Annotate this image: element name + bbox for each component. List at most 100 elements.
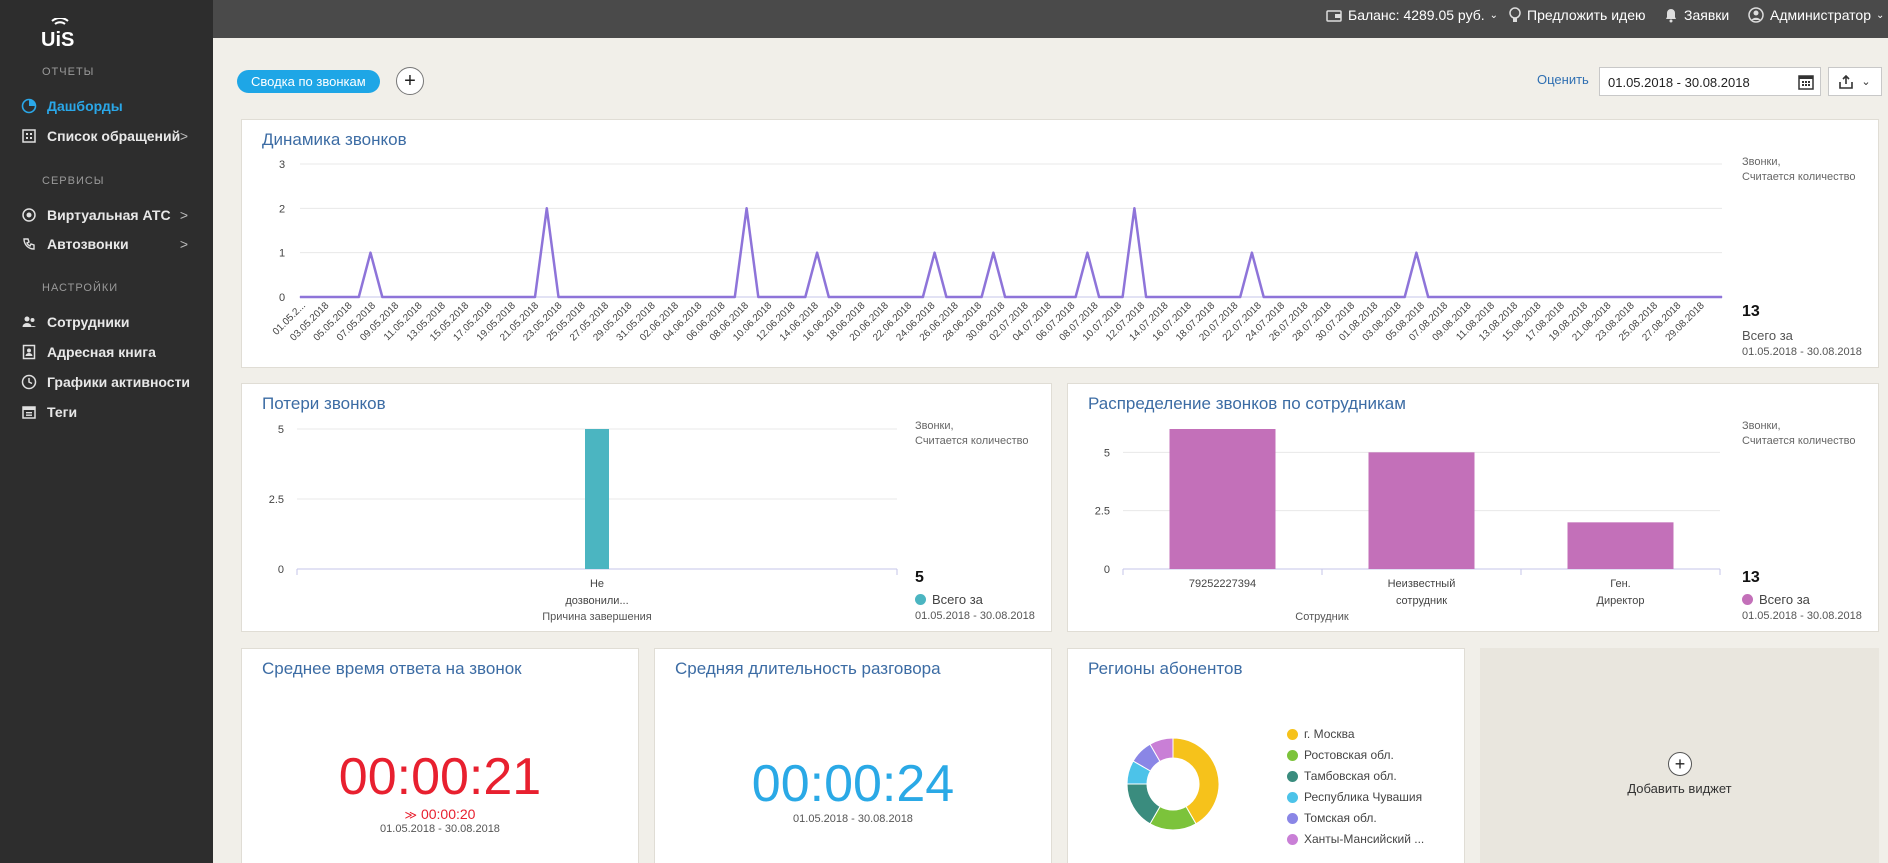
topbar: Баланс: 4289.05 руб. ⌄ Предложить идею З… [213,0,1888,38]
data-point [1251,252,1253,254]
widget-call-losses: Потери звонков 5 2.5 0 Не дозвонили... Причин… [241,383,1052,632]
y-tick-label: 1 [279,248,285,260]
widget-title: Потери звонков [262,394,386,413]
chevron-down-icon: ⌄ [1861,76,1871,88]
metric-note: Звонки, Считается количество [1742,155,1856,185]
data-point [804,296,806,298]
bar [1567,522,1674,569]
total-label: Всего за [1742,328,1793,343]
data-point [981,296,983,298]
data-point [922,296,924,298]
chevron-right-icon: > [179,207,188,223]
legend-dot [1287,833,1298,845]
sidebar-item[interactable]: Теги [20,400,200,424]
pie-slice [1149,737,1174,763]
pie-slice [1172,737,1220,825]
period-label: 01.05.2018 - 30.08.2018 [1742,610,1862,622]
date-range-input[interactable]: 01.05.2018 - 30.08.2018 [1599,67,1821,96]
total-legend: Всего за [1742,592,1810,607]
sidebar-item-label: Адресная книга [47,344,156,360]
legend-item: Ханты-Мансийский ... [1287,832,1424,846]
data-point [1404,296,1406,298]
sidebar: UiS ОТЧЕТЫ Дашборды Список обращений > СЕРВИ… [0,0,213,863]
autocall-icon [20,235,38,253]
data-point [299,296,301,298]
data-point [1721,296,1723,298]
requests-link[interactable]: Заявки [1664,0,1729,30]
period-label: 01.05.2018 - 30.08.2018 [915,610,1035,622]
legend-label: Томская обл. [1304,811,1377,825]
x-tick-label: 79252227394 [1189,578,1256,590]
data-point [534,296,536,298]
export-icon [1839,74,1854,89]
add-widget-button[interactable]: + Добавить виджет [1480,648,1879,863]
data-point [1239,296,1241,298]
trend-down-icon: ≫ [404,808,418,822]
y-tick-label: 0 [278,564,284,576]
sidebar-item[interactable]: Адресная книга [20,340,200,364]
metric-note-line2: Считается количество [1742,171,1856,183]
avg-answer-value: 00:00:21 [338,748,542,806]
data-point [1004,296,1006,298]
legend-label: Ханты-Мансийский ... [1304,832,1425,846]
y-tick-label: 0 [279,292,285,304]
bell-icon [1666,8,1676,22]
legend-dot [1287,728,1298,740]
nav-section-title: ОТЧЕТЫ [42,66,95,78]
address-book-icon [20,343,38,361]
total-count: 13 [1742,303,1760,320]
lightbulb-icon [1509,7,1521,22]
activity-icon [20,373,38,391]
data-point [757,296,759,298]
widget-calls-by-employee: Распределение звонков по сотрудникам 5 2.… [1067,383,1879,632]
sidebar-item[interactable]: Дашборды [20,94,200,118]
balance-menu[interactable]: Баланс: 4289.05 руб. ⌄ [1326,0,1498,30]
metric-note-line2: Считается количество [915,435,1029,447]
chart-pie-icon [20,97,38,115]
x-tick-label: Неизвестный [1388,578,1456,590]
sidebar-item[interactable]: Сотрудники [20,310,200,334]
total-label: Всего за [932,592,983,607]
y-tick-label: 0 [1104,564,1110,576]
sidebar-item-label: Список обращений [47,128,181,144]
y-tick-label: 5 [1104,447,1110,459]
data-point [358,296,360,298]
add-dashboard-button[interactable]: + [396,67,424,95]
data-point [1098,296,1100,298]
legend-item: Ростовская обл. [1287,748,1394,762]
x-tick-label: Директор [1597,595,1645,607]
legend-dot [1287,749,1298,761]
widget-title: Регионы абонентов [1088,659,1243,678]
legend-item: Тамбовская обл. [1287,769,1397,783]
rate-link[interactable]: Оценить [1537,72,1589,87]
bar [1368,452,1475,569]
total-legend: Всего за [915,592,983,607]
sidebar-item-label: Теги [47,404,78,420]
metric-note: Звонки, Считается количество [915,419,1029,449]
export-button[interactable]: ⌄ [1828,67,1882,96]
sidebar-item[interactable]: Список обращений > [20,124,200,148]
user-name: Администратор [1770,7,1872,23]
sidebar-item[interactable]: Автозвонки > [20,232,200,256]
total-count: 5 [915,569,924,586]
data-point [381,296,383,298]
list-icon [20,127,38,145]
sidebar-item[interactable]: Графики активности [20,370,200,394]
dashboard-tab[interactable]: Сводка по звонкам [237,70,380,93]
suggest-idea-link[interactable]: Предложить идею [1509,0,1646,30]
legend-item: Республика Чувашия [1287,790,1422,804]
legend-dot [1742,594,1753,605]
chevron-down-icon: ⌄ [1489,9,1499,21]
user-menu[interactable]: Администратор ⌄ [1748,0,1884,30]
requests-label: Заявки [1684,7,1730,23]
nav-section-title: НАСТРОЙКИ [42,282,119,294]
widget-title: Динамика звонков [262,130,407,149]
legend-item: Томская обл. [1287,811,1377,825]
bar [1169,429,1276,569]
calendar-icon[interactable] [1798,74,1814,90]
legend-dot [1287,812,1298,824]
total-label: Всего за [1759,592,1810,607]
widget-avg-answer-time: Среднее время ответа на звонок 00:00:21 … [241,648,639,863]
sidebar-item[interactable]: Виртуальная АТС > [20,203,200,227]
widget-avg-talk-duration: Средняя длительность разговора 00:00:24 … [654,648,1052,863]
